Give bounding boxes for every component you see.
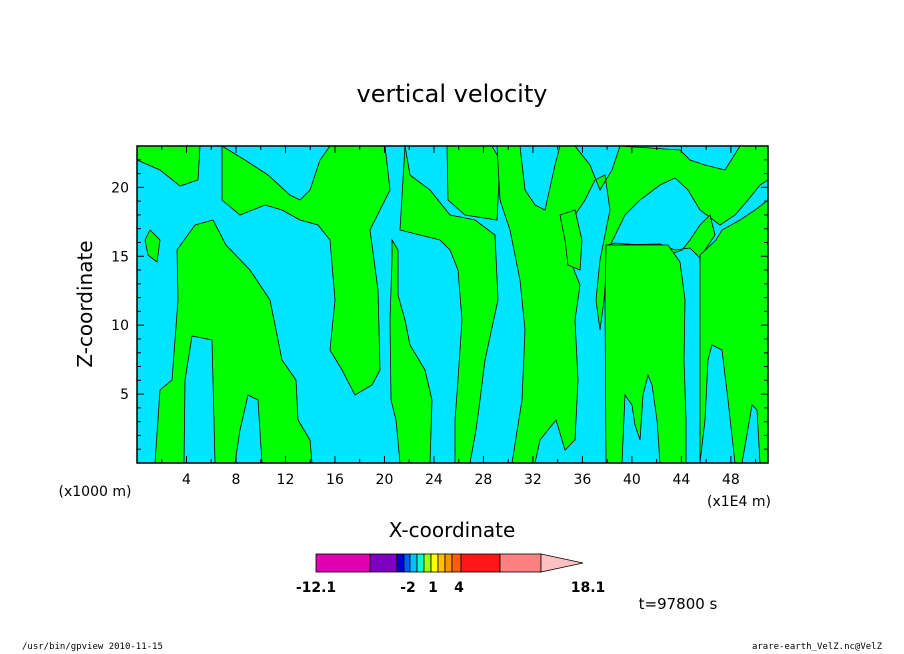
x-tick-label: 40	[623, 472, 641, 488]
positive-region-1	[154, 219, 313, 464]
x-tick-label: 4	[182, 472, 191, 488]
y-tick-label: 20	[111, 180, 129, 196]
x-tick-label: 36	[573, 472, 591, 488]
y-axis-ticks: 5 10 15 20	[111, 145, 768, 450]
colorbar-segment	[409, 553, 418, 573]
colorbar-arrow	[540, 553, 584, 573]
x-tick-label: 48	[722, 472, 740, 488]
y-tick-label: 5	[120, 387, 129, 403]
x-tick-label: 24	[425, 472, 443, 488]
colorbar-segment	[403, 553, 411, 573]
y-tick-label: 15	[111, 249, 129, 265]
x-multiplier-label: (x1000 m)	[59, 484, 132, 500]
x-unit-label: (x1E4 m)	[707, 494, 771, 510]
colorbar-segment	[444, 553, 453, 573]
colorbar-labels: -12.1 -2 1 4 18.1	[296, 580, 605, 596]
positive-regions	[136, 145, 769, 464]
positive-region-4	[221, 145, 391, 396]
colorbar-segment	[416, 553, 425, 573]
chart-title: vertical velocity	[357, 80, 548, 108]
colorbar-label: -2	[400, 580, 416, 596]
colorbar-segment	[396, 553, 405, 573]
colorbar-label: 4	[454, 580, 464, 596]
time-label: t=97800 s	[639, 595, 718, 613]
colorbar-segment	[423, 553, 432, 573]
colorbar-label: 1	[428, 580, 438, 596]
colorbar-segment	[315, 553, 371, 573]
colorbar-segment	[499, 553, 542, 573]
x-tick-label: 20	[376, 472, 394, 488]
positive-region-5	[389, 238, 433, 464]
positive-region-3	[144, 229, 161, 263]
positive-region-11	[604, 244, 687, 464]
plot-frame	[136, 145, 769, 464]
colorbar-label: -12.1	[296, 580, 336, 596]
colorbar-segment	[437, 553, 446, 573]
x-tick-label: 32	[524, 472, 542, 488]
colorbar-segment	[460, 553, 501, 573]
colorbar-segment	[451, 553, 462, 573]
y-axis-title: Z-coordinate	[73, 240, 97, 367]
x-tick-label: 28	[475, 472, 493, 488]
x-axis-ticks: 4 8 12 16 20 24 28 32 36 40 44 48	[161, 146, 757, 488]
x-tick-label: 44	[672, 472, 690, 488]
x-axis-title: X-coordinate	[389, 518, 516, 542]
colorbar-label: 18.1	[571, 580, 606, 596]
x-tick-label: 8	[232, 472, 241, 488]
positive-region-9	[559, 209, 583, 271]
x-tick-label: 16	[326, 472, 344, 488]
plot-area	[136, 145, 769, 464]
colorbar	[315, 553, 584, 573]
footer-right: arare-earth_VelZ.nc@VelZ	[751, 642, 882, 652]
footer-left: /usr/bin/gpview 2010-11-15	[22, 642, 163, 652]
x-tick-label: 12	[277, 472, 295, 488]
y-tick-label: 10	[111, 318, 129, 334]
colorbar-segment	[430, 553, 439, 573]
colorbar-segment	[369, 553, 398, 573]
positive-region-12	[699, 199, 769, 464]
